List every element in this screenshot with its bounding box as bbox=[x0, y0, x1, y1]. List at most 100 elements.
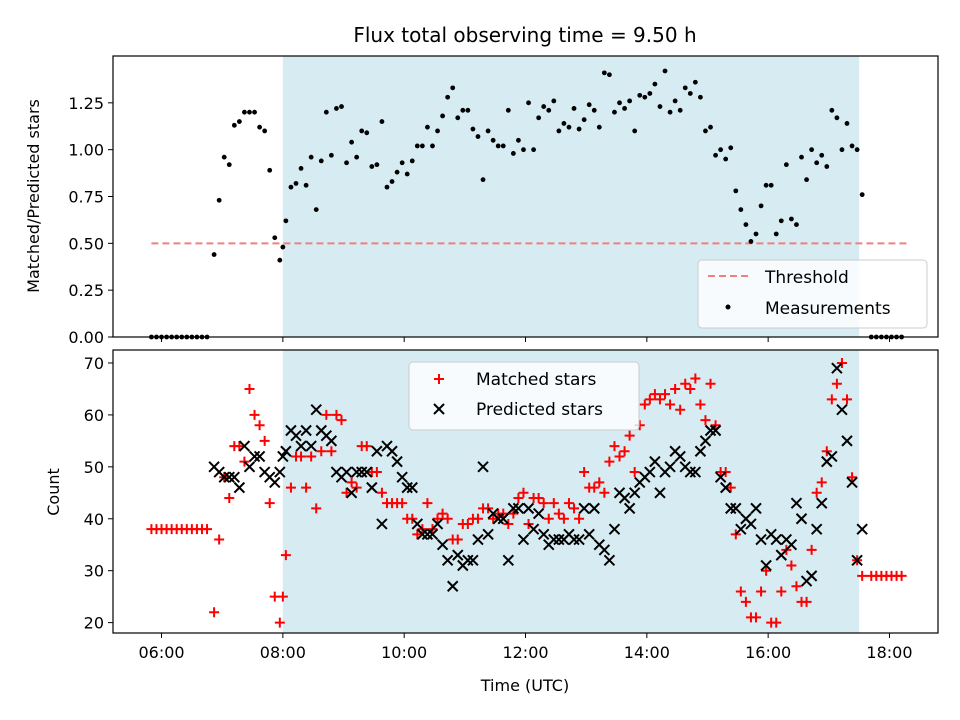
top-dot-point bbox=[561, 121, 567, 126]
bottom-x-point bbox=[760, 559, 772, 572]
bottom-x-point bbox=[770, 533, 782, 546]
top-dot-point bbox=[277, 257, 283, 263]
top-dot-point bbox=[328, 152, 334, 158]
bottom-x-point bbox=[441, 554, 454, 567]
top-dot-point bbox=[485, 128, 491, 134]
bottom-plus-point bbox=[513, 492, 524, 503]
bottom-plus-point bbox=[341, 487, 352, 498]
bottom-plus-point bbox=[735, 586, 746, 597]
bottom-x-point bbox=[664, 461, 676, 473]
bottom-plus-point bbox=[407, 513, 418, 524]
bottom-plus-point bbox=[285, 482, 296, 493]
bottom-x-point bbox=[816, 497, 828, 509]
bottom-x-point bbox=[598, 544, 611, 556]
top-dot-point bbox=[596, 124, 602, 130]
top-dot-point bbox=[500, 143, 506, 149]
bottom-plus-point bbox=[321, 409, 332, 420]
bottom-plus-point bbox=[826, 394, 837, 405]
bottom-plus-point bbox=[563, 498, 574, 509]
bottom-plus-point bbox=[624, 430, 635, 441]
bottom-plus-point bbox=[771, 617, 782, 628]
bottom-x-point bbox=[305, 440, 317, 452]
bottom-plus-point bbox=[202, 524, 213, 535]
top-dot-point bbox=[748, 239, 754, 244]
top-dot-point bbox=[334, 106, 339, 111]
bottom-x-point bbox=[345, 487, 358, 499]
bottom-plus-point bbox=[361, 441, 372, 452]
bottom-x-point bbox=[805, 570, 818, 582]
bottom-plus-point bbox=[234, 441, 245, 452]
bottom-x-point bbox=[831, 362, 843, 374]
top-dot-point bbox=[526, 100, 531, 106]
bottom-plus-point bbox=[376, 487, 387, 498]
bottom-plus-point bbox=[533, 492, 544, 503]
bottom-x-point bbox=[371, 445, 383, 457]
bottom-xtick-label: 18:00 bbox=[866, 643, 912, 662]
top-dot-point bbox=[773, 231, 779, 237]
bottom-plus-point bbox=[214, 534, 225, 545]
top-dot-point bbox=[642, 94, 648, 100]
bottom-x-point bbox=[310, 404, 322, 416]
bottom-x-point bbox=[628, 487, 641, 499]
bottom-plus-point bbox=[452, 534, 463, 545]
top-dot-point bbox=[778, 218, 784, 224]
top-dot-point bbox=[470, 126, 476, 132]
top-dot-point bbox=[662, 68, 668, 74]
bottom-x-point bbox=[527, 523, 540, 535]
bottom-plus-point bbox=[483, 503, 494, 514]
bottom-x-point bbox=[238, 440, 251, 452]
top-dot-point bbox=[216, 197, 222, 203]
bottom-plus-point bbox=[316, 446, 327, 457]
bottom-x-point bbox=[583, 528, 595, 541]
bottom-plus-point bbox=[594, 477, 605, 488]
top-dot-point bbox=[698, 94, 703, 100]
top-dot-point bbox=[409, 158, 415, 164]
top-dot-point bbox=[536, 115, 542, 121]
bottom-plus-point bbox=[604, 456, 615, 467]
top-dot-point bbox=[718, 147, 724, 153]
top-dot-point bbox=[607, 72, 612, 78]
bottom-plus-point bbox=[695, 399, 706, 410]
top-dot-point bbox=[272, 235, 278, 241]
top-dot-point bbox=[652, 81, 658, 87]
top-dot-point bbox=[632, 128, 638, 134]
bottom-plus-point bbox=[629, 467, 640, 478]
bottom-x-point bbox=[856, 523, 868, 535]
bottom-plus-point bbox=[543, 513, 554, 524]
top-dot-point bbox=[440, 113, 445, 119]
top-dot-point bbox=[728, 145, 734, 151]
bottom-plus-point bbox=[518, 487, 529, 498]
bottom-plus-point bbox=[412, 529, 423, 540]
top-dot-point bbox=[344, 160, 349, 166]
bottom-xtick-label: 14:00 bbox=[624, 643, 670, 662]
top-dot-point bbox=[541, 104, 547, 109]
bottom-xtick-label: 12:00 bbox=[502, 643, 548, 662]
top-dot-point bbox=[789, 216, 794, 222]
bottom-x-point bbox=[689, 466, 702, 478]
top-dot-point bbox=[672, 98, 678, 104]
bottom-x-point bbox=[290, 429, 302, 442]
top-dot-point bbox=[738, 207, 744, 213]
top-dot-point bbox=[262, 128, 268, 134]
top-dot-point bbox=[313, 207, 319, 213]
bottom-plus-point bbox=[776, 586, 787, 597]
bottom-x-point bbox=[376, 518, 388, 530]
top-dot-point bbox=[221, 154, 227, 160]
top-dot-point bbox=[211, 252, 217, 257]
top-dot-point bbox=[495, 143, 501, 149]
bottom-xtick-label: 06:00 bbox=[138, 643, 184, 662]
bottom-x-point bbox=[233, 481, 246, 494]
top-dot-point bbox=[819, 152, 825, 158]
top-dot-point bbox=[505, 107, 511, 113]
top-dot-point bbox=[288, 184, 294, 190]
bottom-plus-point bbox=[670, 383, 681, 394]
bottom-x-point bbox=[846, 476, 858, 489]
bottom-ytick-label: 40 bbox=[84, 510, 104, 529]
top-dot-point bbox=[394, 169, 400, 175]
bottom-x-point bbox=[446, 580, 459, 592]
top-dot-point bbox=[425, 124, 430, 130]
bottom-x-point bbox=[228, 471, 241, 483]
legend-measurements-marker bbox=[725, 304, 731, 310]
bottom-plus-point bbox=[224, 492, 235, 503]
top-dot-point bbox=[794, 222, 799, 228]
